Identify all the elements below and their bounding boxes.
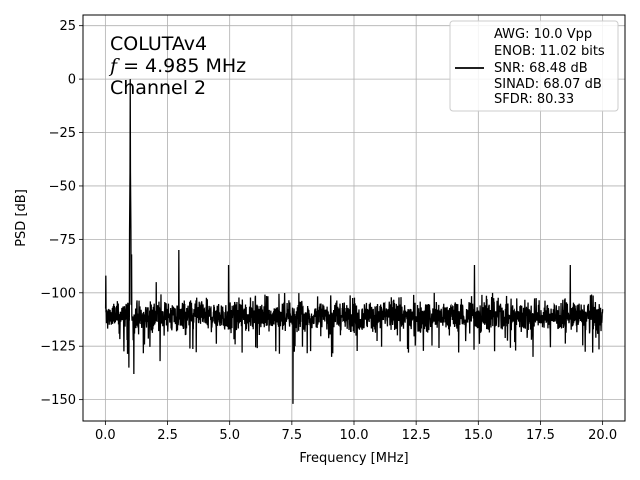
y-tick-label: −75 [49,233,76,248]
legend-text: AWG: 10.0 Vpp ENOB: 11.02 bits SNR: 68.4… [494,27,609,107]
x-tick-label: 2.5 [157,428,178,443]
annotation: COLUTAv4 f = 4.985 MHz Channel 2 [108,33,246,99]
annotation-line-1: COLUTAv4 [110,33,207,55]
y-tick-label: −50 [49,179,76,194]
y-tick-label: 0 [68,73,76,88]
legend-line-awg: AWG: 10.0 Vpp [494,27,592,42]
x-tick-label: 17.5 [526,428,555,443]
annotation-frequency: = 4.985 MHz [117,55,246,77]
x-tick-label: 20.0 [588,428,617,443]
legend-line-sfdr: SFDR: 80.33 [494,92,574,107]
series-layer [104,79,604,404]
y-tick-label: −100 [40,286,76,301]
x-tick-label: 7.5 [282,428,303,443]
x-tick-label: 5.0 [219,428,240,443]
y-tick-label: 25 [59,19,76,34]
x-tick-label: 15.0 [464,428,493,443]
legend-box [449,20,619,112]
annotation-line-2: f = 4.985 MHz [108,55,246,77]
y-axis-label: PSD [dB] [14,189,29,247]
x-tick-label: 10.0 [340,428,369,443]
y-tick-label: −25 [49,126,76,141]
x-tick-label: 12.5 [402,428,431,443]
legend-line-snr: SNR: 68.48 dB [494,61,588,76]
legend: AWG: 10.0 Vpp ENOB: 11.02 bits SNR: 68.4… [449,20,619,112]
legend-line-enob: ENOB: 11.02 bits [494,44,605,59]
legend-line-sinad: SINAD: 68.07 dB [494,77,602,92]
x-axis-ticks: 0.0 2.5 5.0 7.5 10.0 12.5 15.0 17.5 20.0 [95,421,617,443]
y-tick-label: −125 [40,340,76,355]
y-tick-label: −150 [40,393,76,408]
y-axis-ticks: 25 0 −25 −50 −75 −100 −125 −150 [40,19,83,408]
psd-series-line [104,79,604,404]
x-axis-label: Frequency [MHz] [299,451,408,466]
x-tick-label: 0.0 [95,428,116,443]
annotation-line-3: Channel 2 [110,77,206,99]
annotation-variable: f [108,55,120,77]
